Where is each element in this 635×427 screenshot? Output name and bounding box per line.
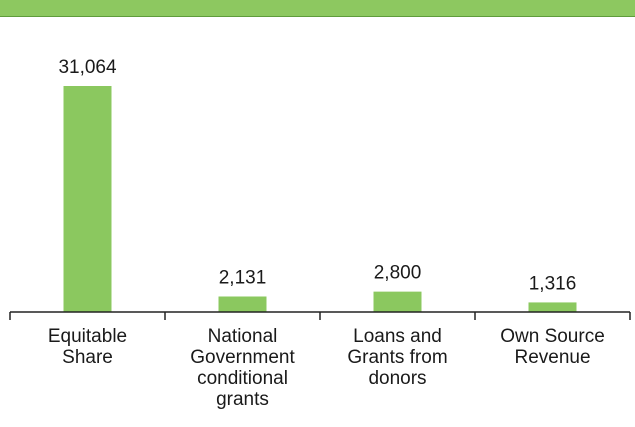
bar bbox=[373, 291, 422, 312]
header-band bbox=[0, 0, 635, 17]
category-label-line: grants bbox=[216, 389, 269, 410]
bar bbox=[218, 296, 267, 312]
category-label-line: Revenue bbox=[514, 347, 591, 368]
bar-value-label: 1,316 bbox=[529, 273, 577, 294]
category-label-line: Share bbox=[62, 347, 113, 368]
category-label: National Government conditional grants bbox=[168, 326, 318, 410]
category-label-line: National bbox=[207, 326, 278, 347]
bar-value-label: 31,064 bbox=[58, 57, 117, 78]
category-label-line: Equitable bbox=[47, 326, 128, 347]
bar-value-label: 2,800 bbox=[374, 263, 422, 284]
category-label-line: Grants from bbox=[347, 347, 448, 368]
category-label-line: Own Source bbox=[500, 326, 605, 347]
category-label: Own Source Revenue bbox=[478, 326, 628, 368]
category-label-line: donors bbox=[368, 368, 427, 389]
bar bbox=[63, 86, 112, 312]
category-label: Equitable Share bbox=[13, 326, 163, 368]
bar bbox=[528, 302, 577, 312]
bar-value-label: 2,131 bbox=[219, 267, 267, 288]
category-label-line: Government bbox=[190, 347, 295, 368]
category-label-line: Loans and bbox=[353, 326, 442, 347]
category-label: Loans and Grants from donors bbox=[323, 326, 473, 389]
category-label-line: conditional bbox=[197, 368, 288, 389]
